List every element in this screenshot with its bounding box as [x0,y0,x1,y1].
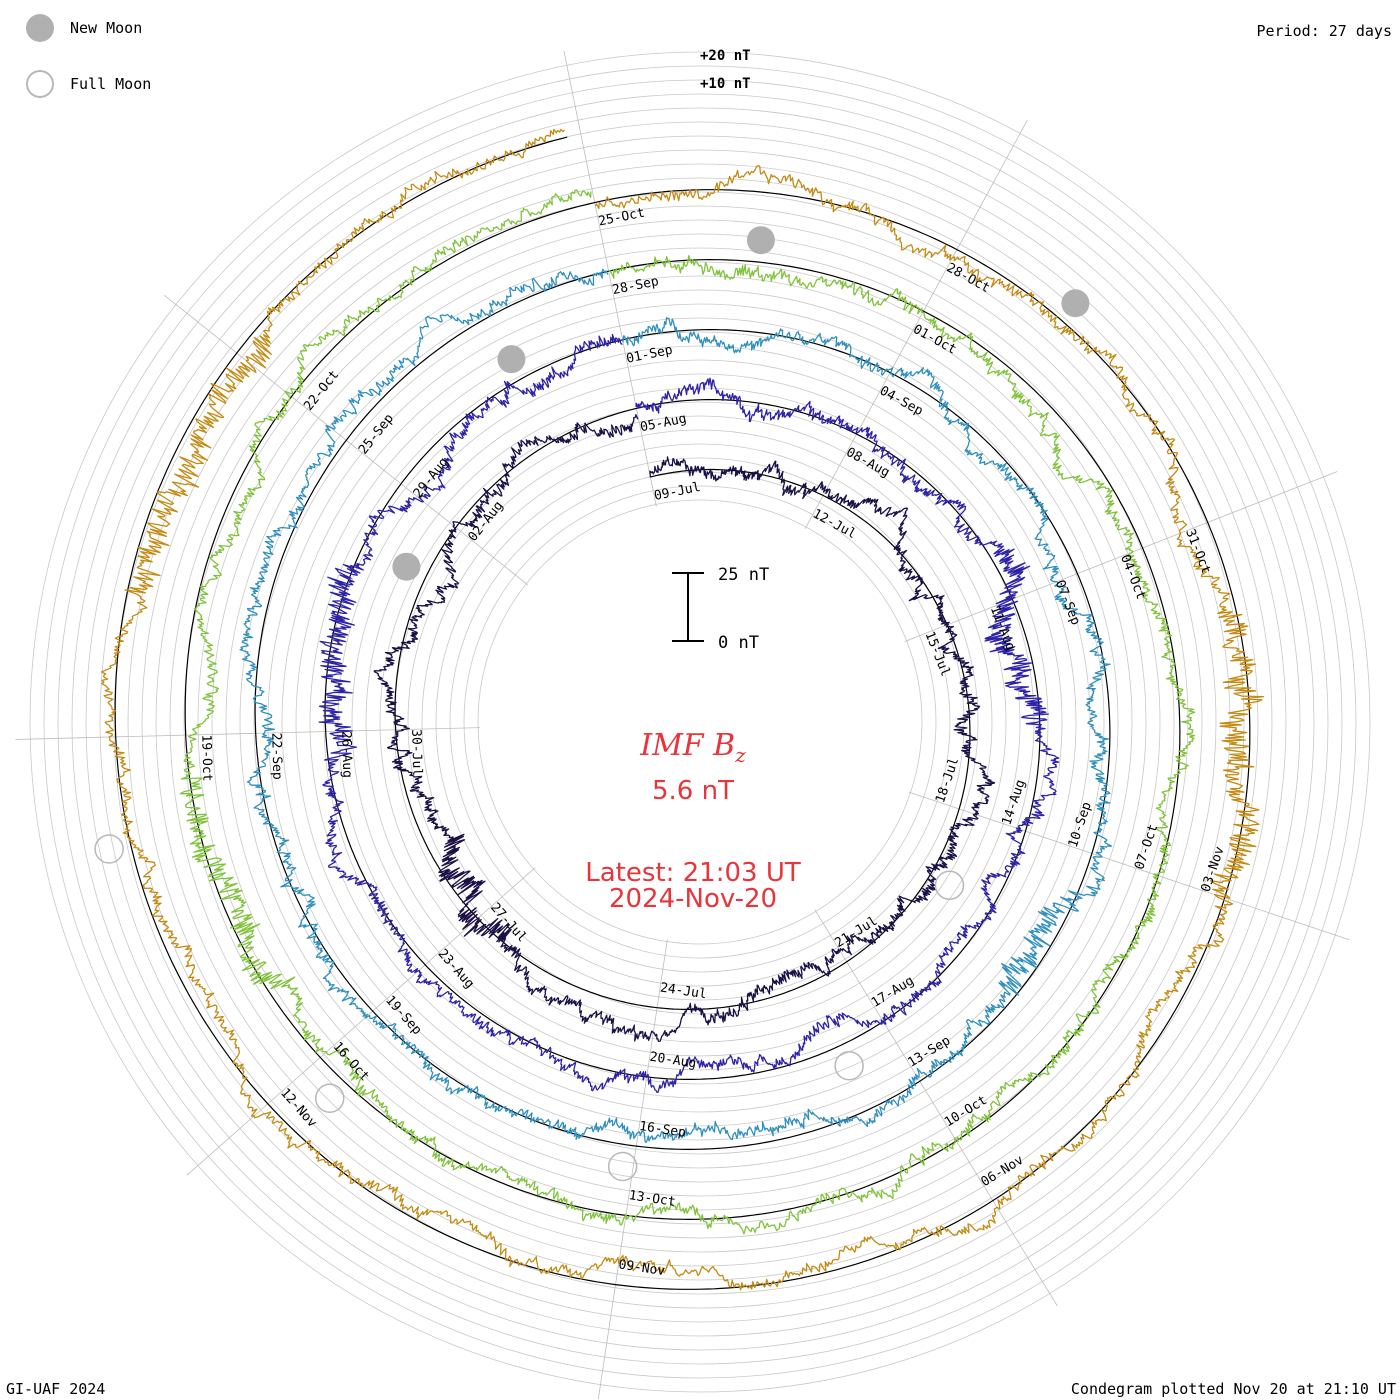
scale-top-label: 25 nT [718,565,769,585]
date-label: 10-Oct [942,1093,990,1130]
full-moon-marker [94,834,124,864]
series-line-3 [239,268,1113,1143]
credit-label: GI-UAF 2024 [6,1380,106,1398]
date-label: 22-Oct [301,368,342,414]
date-label: 09-Nov [617,1257,666,1279]
new-moon-marker [497,345,526,374]
date-label: 20-Aug [649,1050,698,1072]
date-label: 22-Sep [268,733,284,781]
ring-labels: +20 nT +10 nT [700,48,751,92]
period-label: Period: 27 days [1256,22,1392,40]
full-moon-marker [314,1083,345,1114]
date-label: 25-Sep [356,411,397,457]
date-label: 05-Aug [639,411,688,435]
series-line-1 [373,414,996,1043]
series-lines [100,128,1265,1291]
date-label: 23-Aug [435,947,477,992]
new-moon-icon [26,14,54,42]
date-label: 19-Sep [382,993,424,1038]
zero-baseline [114,136,1251,1290]
full-moon-marker [607,1151,638,1182]
date-label: 19-Oct [198,734,214,781]
series-line-4 [179,189,1196,1235]
series-line-2 [318,333,1060,1094]
date-label: 24-Jul [659,980,708,1002]
plotted-label: Condegram plotted Nov 20 at 21:10 UT [1070,1380,1396,1398]
legend-new-moon-label: New Moon [70,19,143,37]
day-spoke [908,791,1350,941]
grid-ring [113,135,1287,1309]
date-label: 12-Nov [277,1086,319,1131]
ring-label: +10 nT [700,76,751,92]
grid-ring [463,485,937,959]
legend-new-moon: New Moon [26,12,142,44]
grid-ring [351,373,1049,1071]
grid-ring [225,247,1175,1197]
full-moon-marker [934,870,965,901]
date-label: 30-Jul [408,729,424,776]
date-label: 29-Aug [411,455,452,501]
date-label: 17-Aug [869,973,917,1010]
ring-label: +20 nT [700,48,751,64]
date-label: 16-Sep [638,1119,687,1141]
grid-ring [267,289,1133,1155]
grid-ring [393,415,1007,1029]
grid-ring [239,261,1161,1183]
grid-ring [407,429,993,1015]
date-label: 13-Oct [628,1188,677,1210]
latest-time: Latest: 21:03 UT [585,858,801,888]
scale-bar: 25 nT 0 nT [672,565,769,653]
grid-ring [337,359,1063,1085]
series-line-5 [100,128,1265,1291]
grid-ring [29,51,1371,1393]
full-moon-marker [834,1050,864,1081]
day-spokes [15,50,1350,1400]
grid-ring [281,303,1119,1141]
day-spoke [904,471,1338,642]
grid-ring [295,317,1105,1127]
grid-ring [211,233,1189,1211]
chart-title: IMF Bz [543,728,843,767]
day-spoke [597,939,668,1400]
grid-ring [183,205,1217,1239]
zero-spiral [114,136,1251,1290]
scale-bottom-label: 0 nT [718,633,759,653]
day-spoke [814,909,1058,1307]
new-moon-marker [1061,289,1090,318]
day-spoke [563,50,657,507]
legend-full-moon: Full Moon [26,68,151,100]
grid-ring [253,275,1147,1169]
grid-ring [85,107,1315,1337]
latest-date: 2024-Nov-20 [608,884,778,914]
grid-ring [141,163,1259,1281]
grid-ring [421,443,979,1001]
grid-ring [71,93,1329,1351]
grid-ring [477,499,923,945]
grid-rings [29,51,1371,1393]
full-moon-icon [26,70,54,98]
grid-ring [43,65,1357,1379]
grid-ring [127,149,1273,1295]
date-label: 13-Sep [905,1033,953,1070]
chart-title-sub: z [735,743,746,767]
date-label: 16-Oct [330,1039,372,1084]
grid-ring [99,121,1301,1323]
current-value: 5.6 nT [652,776,734,806]
grid-ring [155,177,1245,1267]
legend-full-moon-label: Full Moon [70,75,152,93]
grid-ring [197,219,1203,1225]
moon-markers [94,226,1090,1182]
date-label: 26-Aug [338,731,354,778]
day-spoke [804,120,1028,529]
grid-ring [379,401,1021,1043]
new-moon-marker [746,226,775,255]
new-moon-marker [392,552,421,581]
grid-ring [57,79,1343,1365]
chart-title-main: IMF B [640,728,736,763]
